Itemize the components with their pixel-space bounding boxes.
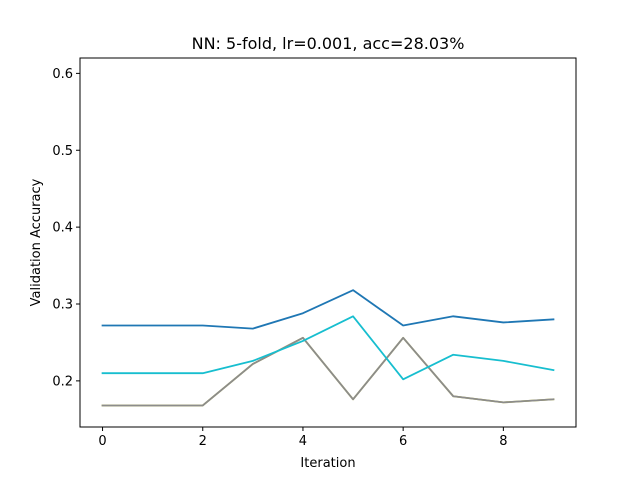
chart-title: NN: 5-fold, lr=0.001, acc=28.03% (192, 34, 465, 53)
x-axis-ticks: 0 2 4 6 8 (98, 427, 507, 449)
x-tick-label: 2 (199, 434, 207, 449)
x-tick-label: 0 (98, 434, 106, 449)
series-lines (101, 289, 555, 407)
plot-frame (79, 57, 577, 428)
y-tick-label: 0.4 (52, 221, 73, 236)
x-axis-label: Iteration (300, 456, 355, 471)
x-tick-label: 6 (399, 434, 407, 449)
x-tick-label: 4 (299, 434, 307, 449)
y-axis-ticks: 0.2 0.3 0.4 0.5 0.6 (52, 67, 80, 389)
y-tick-label: 0.5 (52, 144, 73, 159)
y-tick-label: 0.2 (52, 374, 73, 389)
series-line-4 (101, 315, 555, 381)
y-tick-label: 0.6 (52, 67, 73, 82)
y-axis-label: Validation Accuracy (29, 178, 44, 306)
y-tick-label: 0.3 (52, 298, 73, 313)
x-tick-label: 8 (499, 434, 507, 449)
series-line-3 (101, 336, 555, 407)
series-line-1 (101, 289, 555, 330)
